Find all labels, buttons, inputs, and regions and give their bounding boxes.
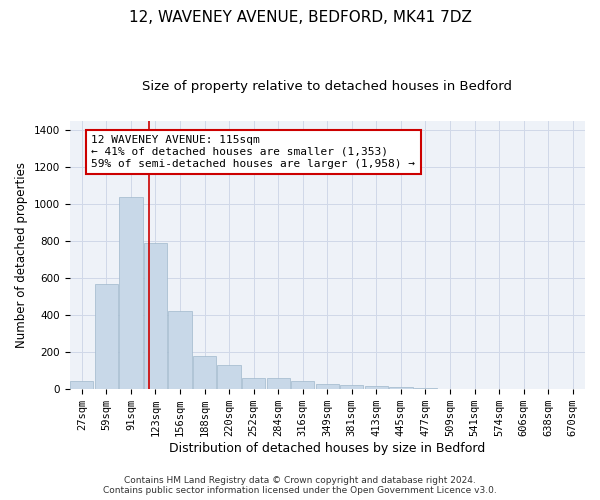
Bar	[193, 356, 216, 389]
Bar	[389, 387, 413, 389]
Bar	[291, 381, 314, 389]
Bar	[95, 284, 118, 389]
Y-axis label: Number of detached properties: Number of detached properties	[15, 162, 28, 348]
Bar	[340, 384, 364, 389]
Title: Size of property relative to detached houses in Bedford: Size of property relative to detached ho…	[142, 80, 512, 93]
Text: 12, WAVENEY AVENUE, BEDFORD, MK41 7DZ: 12, WAVENEY AVENUE, BEDFORD, MK41 7DZ	[128, 10, 472, 25]
Text: 12 WAVENEY AVENUE: 115sqm
← 41% of detached houses are smaller (1,353)
59% of se: 12 WAVENEY AVENUE: 115sqm ← 41% of detac…	[91, 136, 415, 168]
X-axis label: Distribution of detached houses by size in Bedford: Distribution of detached houses by size …	[169, 442, 485, 455]
Bar	[316, 384, 339, 389]
Bar	[144, 243, 167, 389]
Bar	[365, 386, 388, 389]
Bar	[119, 196, 143, 389]
Bar	[70, 381, 94, 389]
Bar	[414, 388, 437, 389]
Bar	[266, 378, 290, 389]
Text: Contains HM Land Registry data © Crown copyright and database right 2024.
Contai: Contains HM Land Registry data © Crown c…	[103, 476, 497, 495]
Bar	[169, 312, 191, 389]
Bar	[242, 378, 265, 389]
Bar	[217, 365, 241, 389]
